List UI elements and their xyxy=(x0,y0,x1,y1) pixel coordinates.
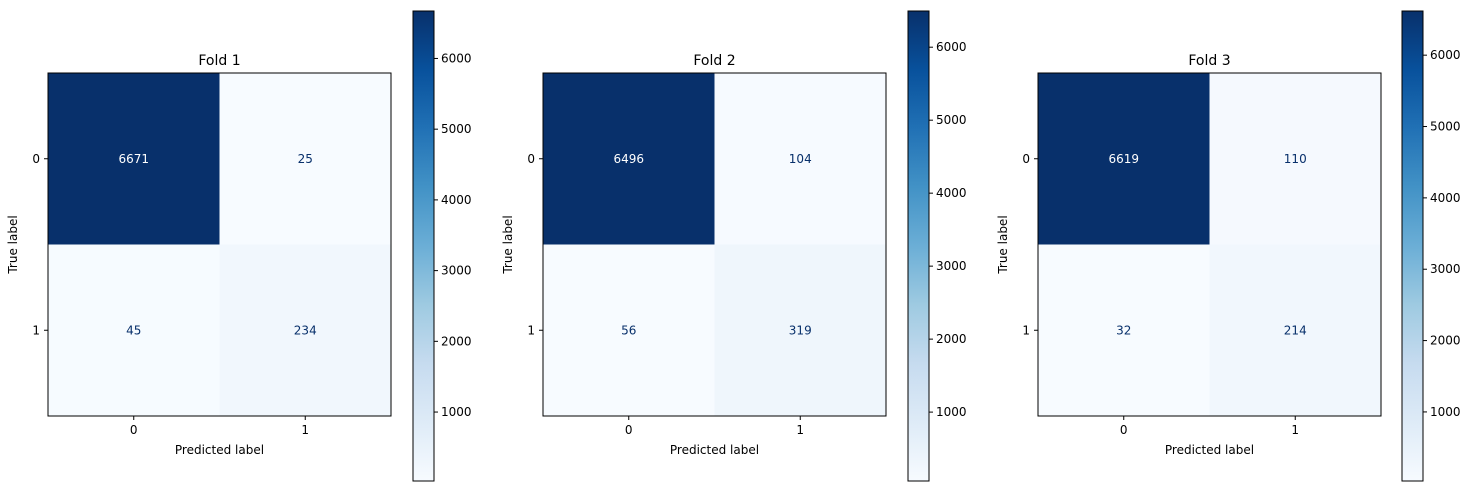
matrix-cell xyxy=(1209,244,1381,416)
cell-value-label: 110 xyxy=(1284,152,1307,166)
panel-title: Fold 2 xyxy=(693,53,735,69)
colorbar-tick-label: 2000 xyxy=(1430,334,1461,348)
confusion-matrix-fold-2: 6496 104 56 319 Fold 2 0 1 0 1 Predicted label Tru… xyxy=(501,10,967,482)
x-tick-label: 1 xyxy=(1291,423,1299,437)
colorbar-tick-label: 1000 xyxy=(936,405,967,419)
colorbar-tick-label: 3000 xyxy=(936,259,967,273)
colorbar-tick-label: 6000 xyxy=(936,40,967,54)
confusion-matrix-fold-3: 6619 110 32 214 Fold 3 0 1 0 1 Predicted label Tru… xyxy=(996,10,1461,482)
colorbar xyxy=(907,10,930,482)
y-tick-label: 1 xyxy=(527,323,535,337)
colorbar-tick-label: 1000 xyxy=(441,405,472,419)
cell-value-label: 6496 xyxy=(613,152,644,166)
y-axis-label: True label xyxy=(996,215,1010,274)
colorbar xyxy=(1401,10,1424,482)
x-tick-label: 0 xyxy=(130,423,138,437)
matrix-cell xyxy=(543,73,715,245)
y-tick-label: 0 xyxy=(32,152,40,166)
cell-value-label: 104 xyxy=(789,152,812,166)
y-tick-label: 1 xyxy=(1022,323,1030,337)
colorbar-tick-label: 5000 xyxy=(936,113,967,127)
colorbar-tick-label: 3000 xyxy=(441,264,472,278)
y-tick-label: 0 xyxy=(1022,152,1030,166)
colorbar-tick-label: 2000 xyxy=(441,334,472,348)
colorbar-tick-label: 6000 xyxy=(1430,48,1461,62)
matrix-cell xyxy=(543,244,715,416)
colorbar-tick-label: 6000 xyxy=(441,51,472,65)
matrix-cell xyxy=(714,73,886,245)
matrix-cell xyxy=(48,73,220,245)
matrix-cell xyxy=(714,244,886,416)
matrix-cell xyxy=(219,73,391,245)
y-axis-label: True label xyxy=(6,215,20,274)
colorbar-tick-label: 4000 xyxy=(441,193,472,207)
axes-frame xyxy=(1037,72,1382,417)
cell-value-label: 234 xyxy=(294,323,317,337)
panel-title: Fold 3 xyxy=(1188,53,1230,69)
x-tick-label: 0 xyxy=(1120,423,1128,437)
x-axis-label: Predicted label xyxy=(670,443,759,457)
cell-value-label: 6671 xyxy=(118,152,149,166)
matrix-cell xyxy=(219,244,391,416)
colorbar-tick-label: 4000 xyxy=(936,186,967,200)
cell-value-label: 6619 xyxy=(1108,152,1139,166)
axes-frame xyxy=(47,72,392,417)
panel-title: Fold 1 xyxy=(198,53,240,69)
matrix-cell xyxy=(1209,73,1381,245)
cell-value-label: 319 xyxy=(789,323,812,337)
y-tick-label: 1 xyxy=(32,323,40,337)
cell-value-label: 214 xyxy=(1284,323,1307,337)
colorbar-tick-label: 2000 xyxy=(936,332,967,346)
x-axis-label: Predicted label xyxy=(1165,443,1254,457)
cell-value-label: 25 xyxy=(298,152,313,166)
colorbar-tick-label: 4000 xyxy=(1430,191,1461,205)
y-tick-label: 0 xyxy=(527,152,535,166)
cell-value-label: 56 xyxy=(621,323,636,337)
y-axis-label: True label xyxy=(501,215,515,274)
matrix-cell xyxy=(48,244,220,416)
colorbar-tick-label: 3000 xyxy=(1430,262,1461,276)
axes-frame xyxy=(542,72,887,417)
x-tick-label: 0 xyxy=(625,423,633,437)
matrix-cell xyxy=(1038,244,1210,416)
x-tick-label: 1 xyxy=(301,423,309,437)
cell-value-label: 32 xyxy=(1116,323,1131,337)
colorbar-tick-label: 5000 xyxy=(441,122,472,136)
x-tick-label: 1 xyxy=(796,423,804,437)
x-axis-label: Predicted label xyxy=(175,443,264,457)
cell-value-label: 45 xyxy=(126,323,141,337)
colorbar-tick-label: 5000 xyxy=(1430,120,1461,134)
matrix-cell xyxy=(1038,73,1210,245)
colorbar-tick-label: 1000 xyxy=(1430,405,1461,419)
colorbar xyxy=(412,10,435,482)
confusion-matrix-fold-1: 6671 25 45 234 Fold 1 0 1 0 1 Predicted label True… xyxy=(6,10,472,482)
